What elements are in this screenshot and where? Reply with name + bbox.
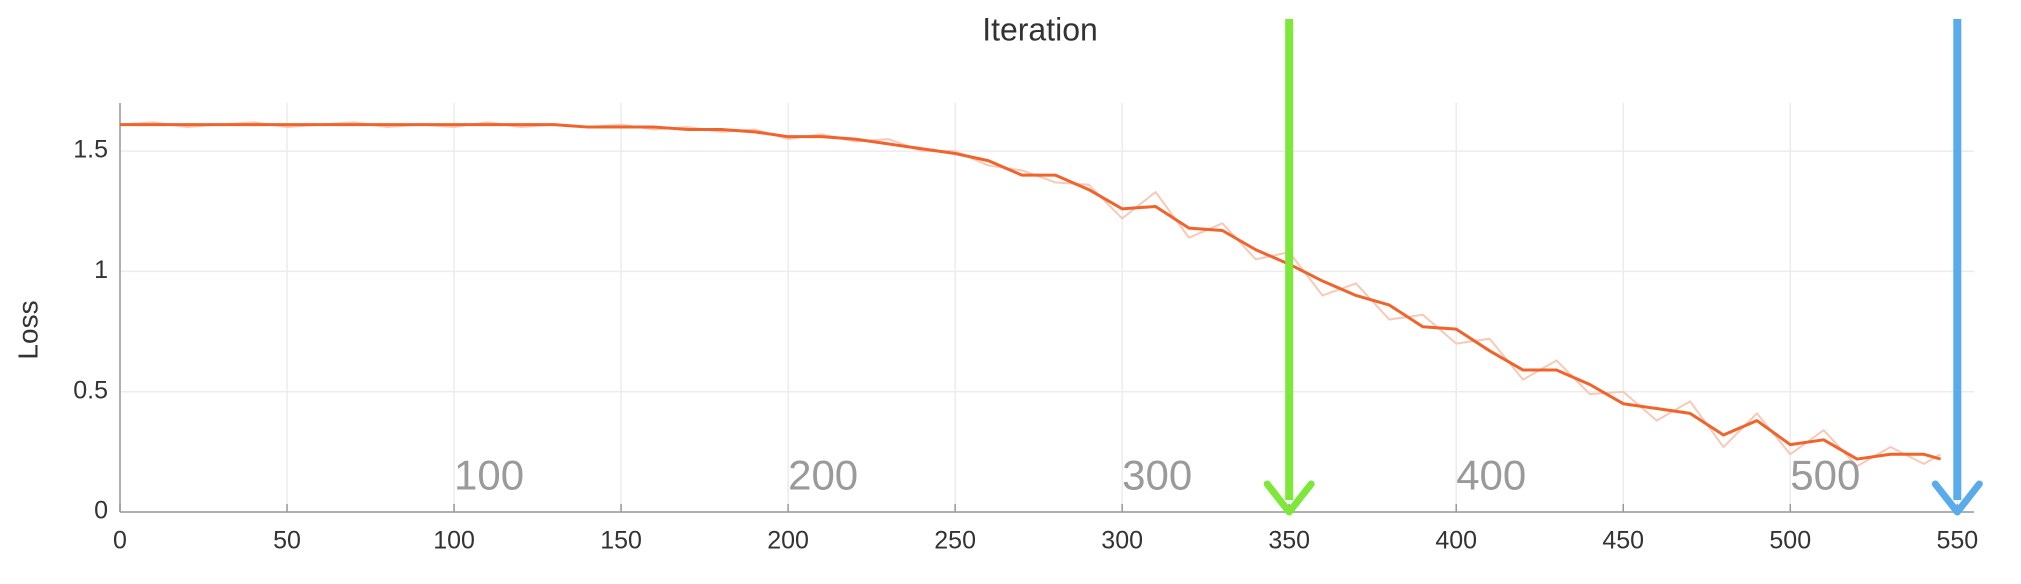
x-tick-label: 100 — [433, 527, 475, 555]
annotation: 500 — [1790, 451, 1860, 498]
x-tick-label: 450 — [1602, 527, 1644, 555]
x-tick-label: 0 — [113, 527, 127, 555]
x-tick-label: 550 — [1936, 527, 1978, 555]
annotation: 300 — [1122, 451, 1192, 498]
x-tick-label: 50 — [273, 527, 301, 555]
x-tick-label: 400 — [1435, 527, 1477, 555]
y-tick-label: 0 — [94, 497, 108, 525]
x-tick-label: 350 — [1268, 527, 1310, 555]
y-tick-label: 0.5 — [73, 376, 108, 404]
x-tick-label: 300 — [1101, 527, 1143, 555]
x-tick-label: 150 — [600, 527, 642, 555]
marker-arrowhead — [1931, 480, 1983, 516]
x-tick-label: 250 — [934, 527, 976, 555]
chart-title: Iteration — [982, 11, 1098, 47]
annotation: 200 — [788, 451, 858, 498]
marker-arrowhead — [1263, 480, 1315, 516]
y-tick-label: 1.5 — [73, 136, 108, 164]
x-tick-label: 200 — [767, 527, 809, 555]
loss-line — [120, 123, 1942, 461]
annotation: 400 — [1456, 451, 1526, 498]
x-tick-label: 500 — [1769, 527, 1811, 555]
annotation: 100 — [454, 451, 524, 498]
y-tick-label: 1 — [94, 256, 108, 284]
plot-area — [120, 103, 1974, 512]
y-axis-label: Loss — [12, 300, 43, 359]
